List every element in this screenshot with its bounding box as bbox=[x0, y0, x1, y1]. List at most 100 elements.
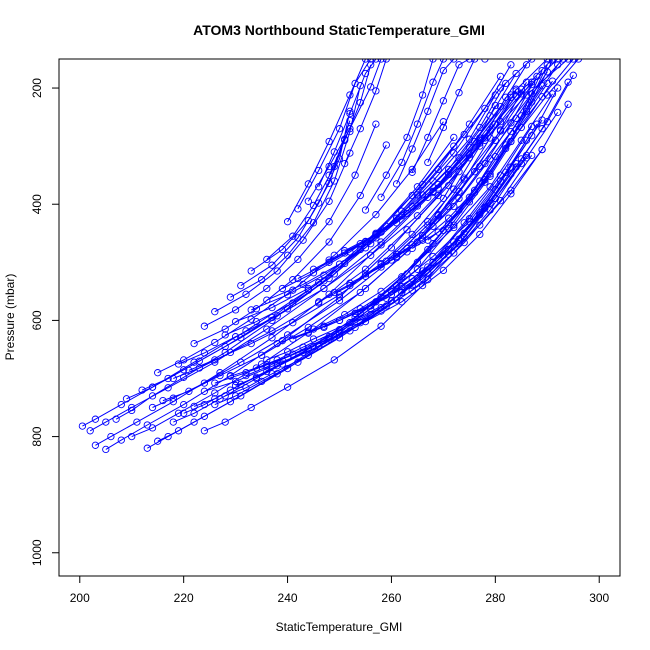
data-point bbox=[569, 59, 577, 63]
data-point bbox=[481, 159, 489, 168]
data-point bbox=[226, 372, 235, 380]
data-point bbox=[361, 265, 370, 273]
data-point bbox=[367, 251, 375, 259]
series-line-39 bbox=[266, 83, 507, 301]
data-point bbox=[408, 168, 416, 176]
data-point bbox=[486, 183, 494, 191]
series-59 bbox=[392, 59, 458, 188]
data-point bbox=[377, 322, 385, 330]
data-point bbox=[231, 392, 240, 400]
data-point bbox=[481, 178, 489, 186]
data-point bbox=[476, 142, 484, 150]
data-point bbox=[554, 108, 562, 117]
data-point bbox=[408, 230, 416, 239]
data-point bbox=[455, 194, 463, 203]
series-line-62 bbox=[318, 105, 496, 303]
data-point bbox=[263, 296, 271, 304]
data-point bbox=[450, 238, 458, 246]
x-tick-label: 280 bbox=[485, 591, 505, 605]
data-point bbox=[180, 400, 188, 409]
series-line-64 bbox=[349, 88, 517, 284]
data-point bbox=[564, 100, 572, 108]
data-point bbox=[263, 255, 271, 264]
data-point bbox=[392, 252, 401, 261]
data-point bbox=[117, 436, 125, 444]
data-point bbox=[341, 136, 349, 144]
data-point bbox=[169, 374, 177, 383]
data-point bbox=[335, 316, 344, 325]
data-point bbox=[283, 383, 292, 391]
data-point bbox=[486, 134, 494, 142]
series-line-37 bbox=[235, 64, 512, 323]
data-point bbox=[398, 288, 406, 297]
data-point bbox=[325, 197, 333, 205]
series-line-52 bbox=[318, 59, 377, 188]
series-60 bbox=[408, 59, 474, 176]
series-66 bbox=[377, 72, 541, 269]
data-point bbox=[185, 387, 193, 395]
series-line-31 bbox=[214, 152, 351, 313]
data-point bbox=[481, 59, 489, 63]
data-point bbox=[507, 93, 515, 101]
data-point bbox=[367, 59, 375, 63]
series-28 bbox=[174, 120, 499, 368]
series-line-22 bbox=[162, 64, 559, 402]
data-point bbox=[450, 221, 458, 229]
data-point bbox=[226, 348, 235, 357]
data-point bbox=[434, 165, 442, 174]
series-line-69 bbox=[427, 59, 553, 241]
data-point bbox=[538, 66, 546, 75]
y-tick-label: 600 bbox=[30, 310, 44, 330]
data-point bbox=[330, 148, 338, 156]
data-point bbox=[356, 245, 364, 254]
data-point bbox=[330, 356, 338, 364]
data-point bbox=[559, 59, 567, 63]
data-point bbox=[107, 432, 115, 441]
series-51 bbox=[304, 59, 385, 205]
data-point bbox=[528, 132, 536, 140]
data-point bbox=[377, 193, 385, 201]
data-point bbox=[372, 59, 380, 63]
x-axis-label: StaticTemperature_GMI bbox=[276, 620, 403, 634]
data-point bbox=[221, 325, 229, 333]
data-point bbox=[429, 59, 437, 63]
data-point bbox=[351, 79, 359, 88]
series-2 bbox=[91, 59, 551, 449]
data-point bbox=[211, 356, 219, 364]
data-point bbox=[304, 344, 312, 352]
y-axis: 200 400 600 800 1000 bbox=[30, 78, 60, 566]
data-point bbox=[122, 395, 131, 403]
series-32 bbox=[226, 82, 364, 301]
data-point bbox=[257, 276, 266, 284]
data-point bbox=[476, 123, 484, 132]
series-line-51 bbox=[307, 59, 382, 202]
data-point bbox=[439, 97, 448, 105]
data-point bbox=[330, 288, 338, 297]
data-point bbox=[226, 293, 235, 301]
data-point bbox=[372, 87, 380, 95]
data-point bbox=[143, 444, 151, 452]
data-point bbox=[294, 255, 302, 264]
data-point bbox=[367, 302, 375, 310]
data-point bbox=[335, 125, 344, 133]
series-line-54 bbox=[344, 59, 387, 164]
series-line-41 bbox=[297, 64, 527, 280]
data-point bbox=[273, 312, 281, 320]
data-point bbox=[403, 209, 411, 218]
data-point bbox=[408, 286, 416, 294]
data-point bbox=[346, 319, 354, 327]
data-point bbox=[263, 325, 271, 333]
data-point bbox=[377, 241, 385, 249]
data-point bbox=[138, 386, 146, 394]
data-point bbox=[372, 230, 380, 239]
data-point bbox=[424, 236, 432, 244]
data-point bbox=[231, 381, 240, 390]
data-point bbox=[133, 418, 141, 426]
data-point bbox=[91, 415, 100, 423]
data-point bbox=[200, 349, 209, 357]
data-point bbox=[221, 331, 229, 339]
data-point bbox=[278, 284, 287, 293]
data-point bbox=[491, 194, 499, 203]
data-point bbox=[455, 61, 463, 69]
y-tick-label: 1000 bbox=[30, 539, 44, 566]
